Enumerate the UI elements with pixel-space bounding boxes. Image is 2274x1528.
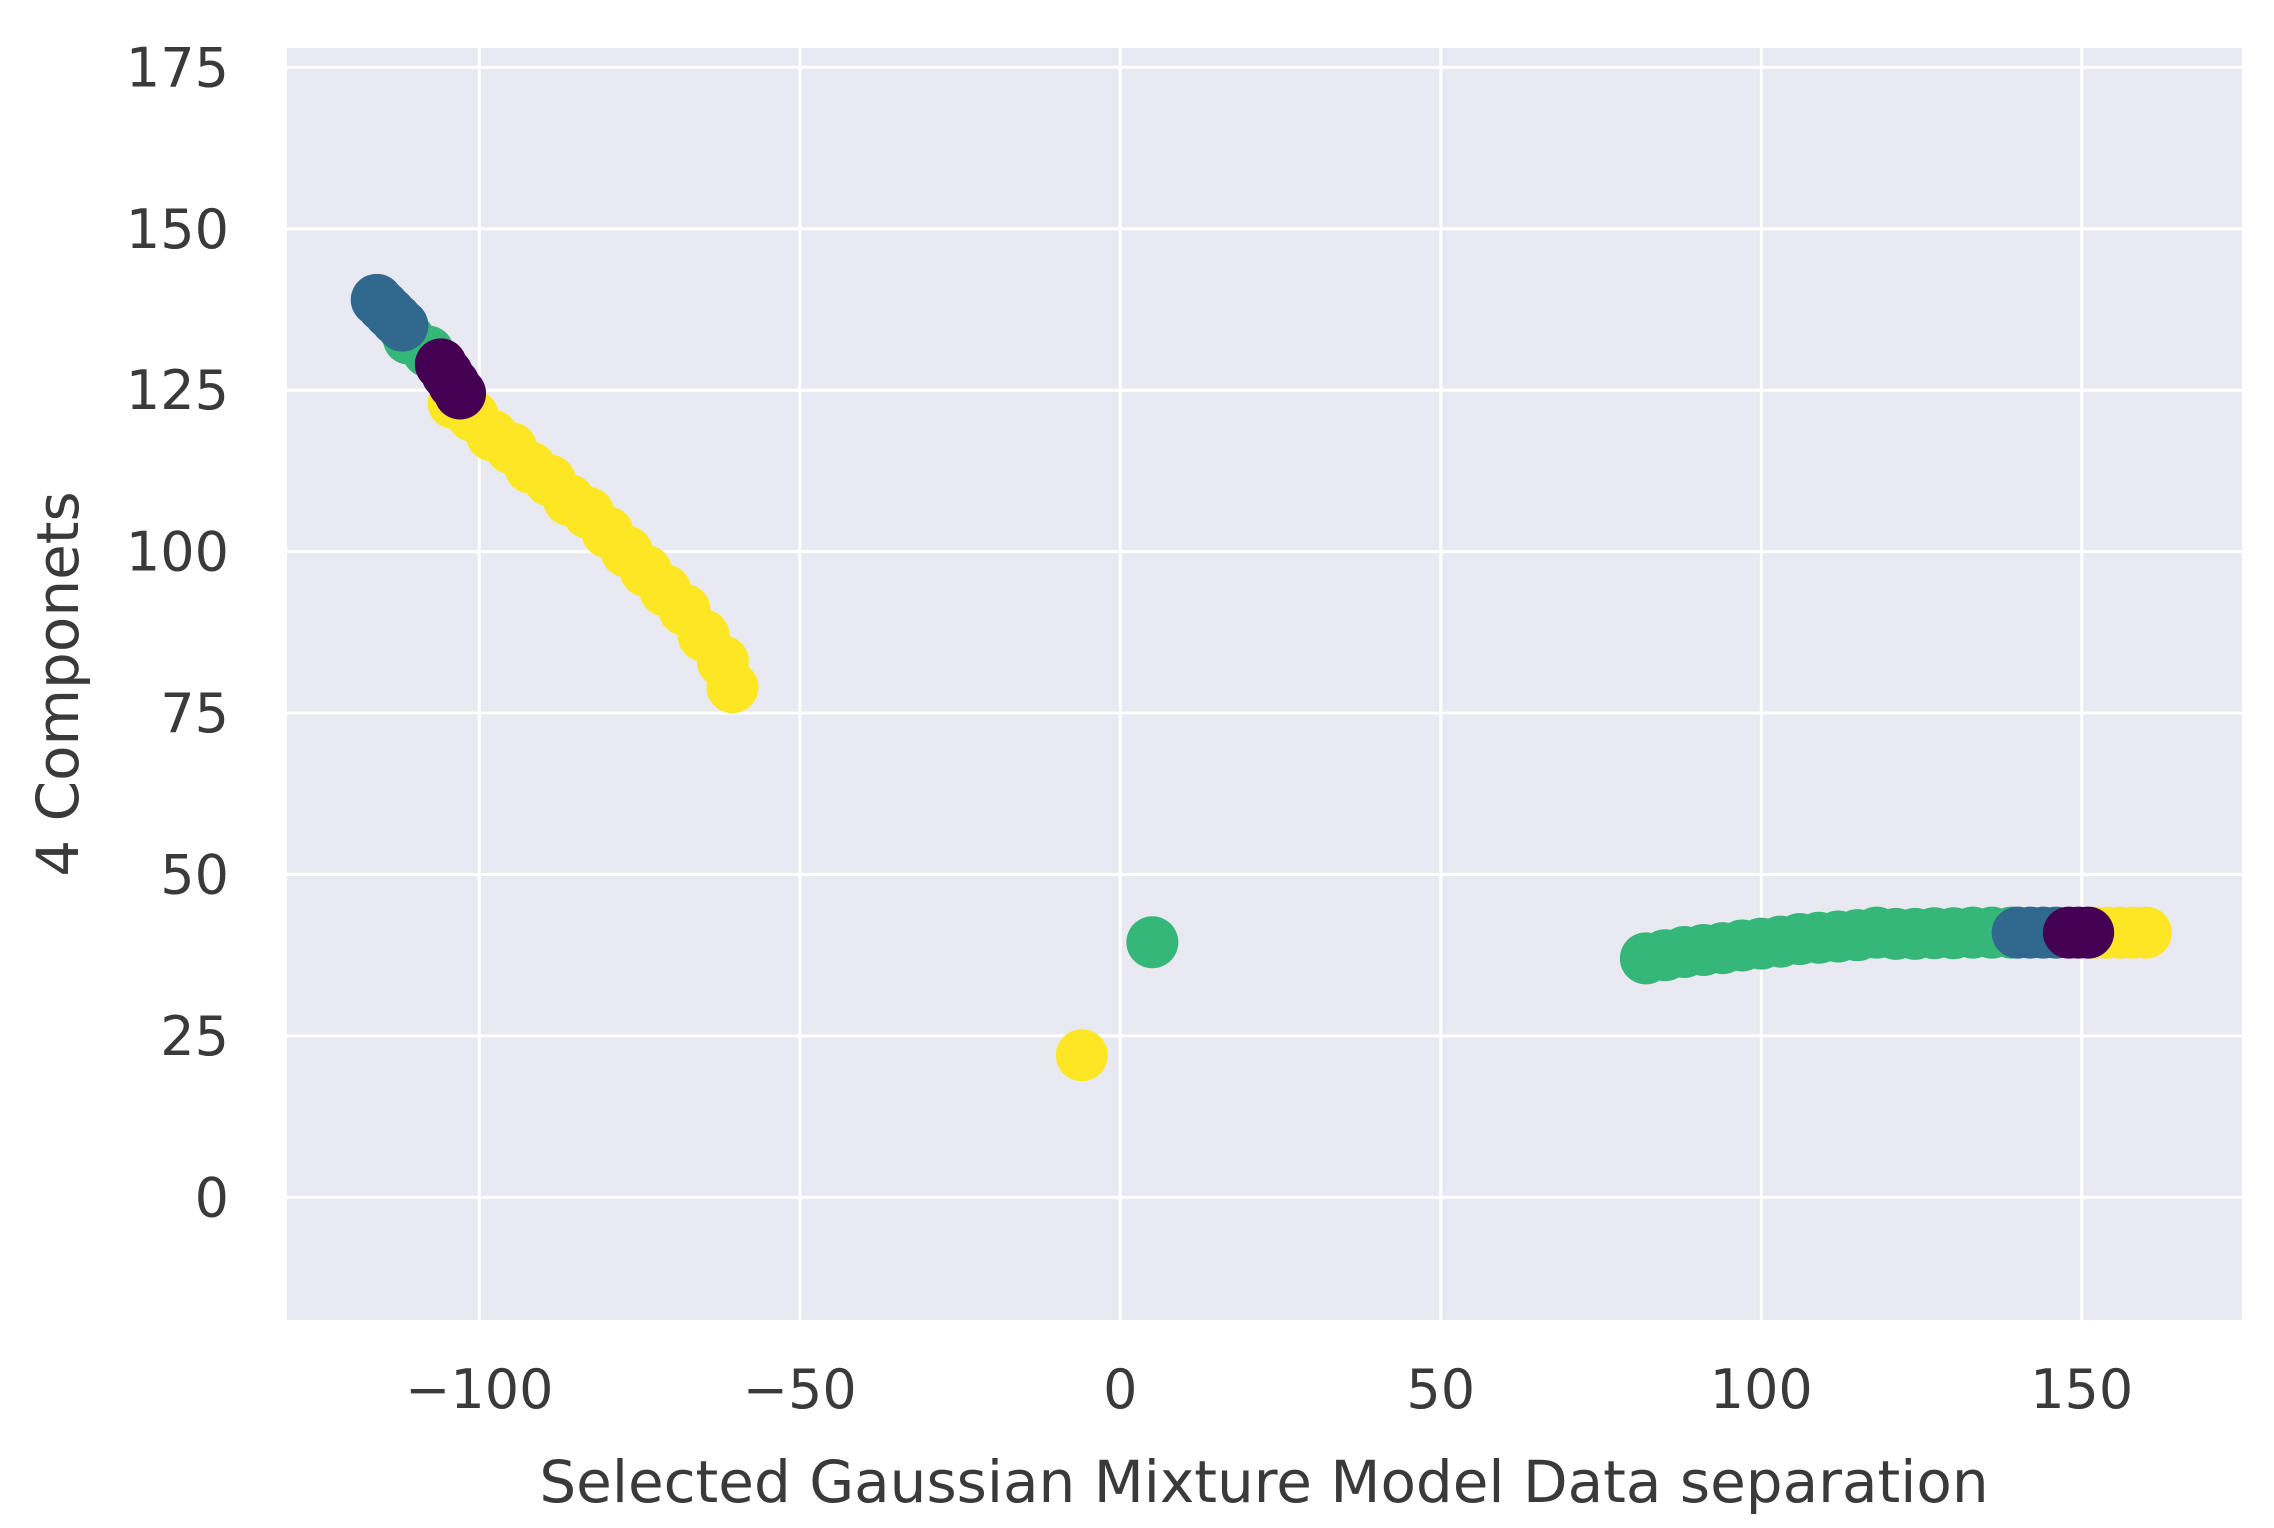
y-tick-label: 0 xyxy=(195,1166,229,1229)
x-tick-label: 0 xyxy=(1103,1358,1137,1421)
y-tick-label: 125 xyxy=(126,359,229,422)
y-tick-label: 100 xyxy=(126,521,229,584)
data-point xyxy=(376,299,429,352)
y-tick-label: 25 xyxy=(160,1005,229,1068)
data-point xyxy=(706,661,759,714)
data-point xyxy=(434,367,487,420)
data-point xyxy=(2119,906,2172,959)
y-tick-label: 150 xyxy=(126,198,229,261)
x-tick-label: 100 xyxy=(1710,1358,1813,1421)
y-axis-label: 4 Componets xyxy=(24,491,92,877)
data-point xyxy=(2062,906,2115,959)
y-tick-label: 75 xyxy=(160,682,229,745)
y-tick-label: 175 xyxy=(126,36,229,99)
x-tick-label: 150 xyxy=(2030,1358,2133,1421)
y-tick-labels: 0 25 50 75 100 125 150 175 xyxy=(126,36,229,1229)
x-tick-label: −100 xyxy=(405,1358,553,1421)
x-axis-label: Selected Gaussian Mixture Model Data sep… xyxy=(539,1448,1988,1516)
plot-area xyxy=(287,48,2242,1320)
data-point xyxy=(1126,916,1179,969)
data-points xyxy=(350,273,2172,1082)
data-point xyxy=(1055,1029,1108,1082)
y-tick-label: 50 xyxy=(160,843,229,906)
x-tick-label: 50 xyxy=(1406,1358,1475,1421)
x-tick-label: −50 xyxy=(743,1358,857,1421)
x-tick-labels: −100 −50 0 50 100 150 xyxy=(405,1358,2133,1421)
